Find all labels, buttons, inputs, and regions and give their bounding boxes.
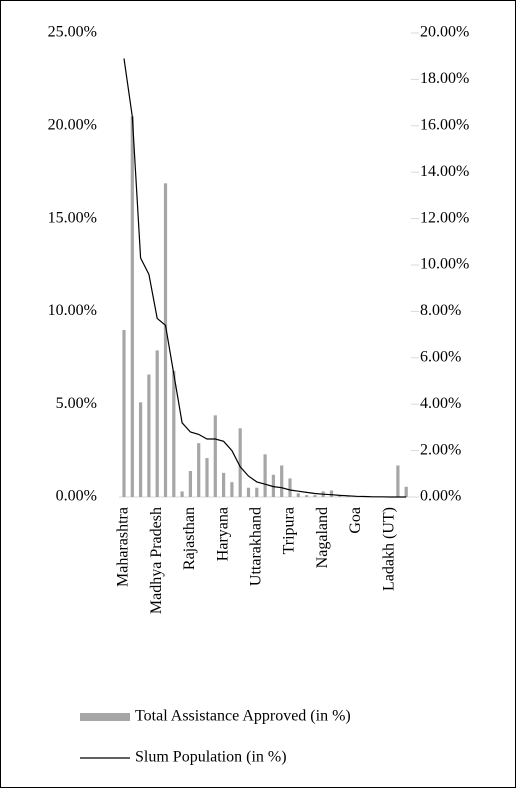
bar (147, 374, 151, 497)
x-tick-label: Goa (347, 507, 364, 534)
bar (213, 415, 217, 497)
bar (305, 495, 309, 497)
line (123, 58, 407, 498)
bar (172, 370, 176, 497)
x-tick-label: Tripura (281, 507, 298, 554)
y2-tick-label: 10.00% (420, 256, 469, 273)
bar (404, 486, 408, 497)
bar (238, 428, 242, 497)
y2-tick-label: 20.00% (420, 24, 469, 41)
bar (139, 402, 143, 497)
bar (255, 487, 259, 497)
x-tick-label: Nagaland (314, 507, 331, 568)
bar (396, 465, 400, 497)
x-tick-label: Maharashtra (115, 507, 132, 587)
y-tick-label: 20.00% (48, 116, 97, 133)
bar (288, 478, 292, 497)
legend-swatch (80, 713, 130, 721)
y-tick-label: 25.00% (48, 24, 97, 41)
legend-label: Slum Population (in %) (135, 749, 287, 766)
bar (329, 490, 334, 497)
bar (263, 454, 267, 497)
bar (180, 491, 184, 497)
bar (155, 350, 159, 497)
bar (246, 487, 251, 497)
y-tick-label: 0.00% (56, 488, 97, 505)
y2-tick-label: 4.00% (420, 395, 461, 412)
bar (230, 482, 234, 497)
y2-tick-label: 8.00% (420, 302, 461, 319)
x-tick-label: Uttarakhand (247, 507, 264, 586)
legend-label: Total Assistance Approved (in %) (135, 708, 351, 725)
bar (296, 493, 300, 497)
y2-tick-label: 0.00% (420, 488, 461, 505)
x-tick-label: Haryana (214, 507, 231, 561)
x-tick-label: Ladakh (UT) (380, 507, 397, 591)
y-tick-label: 15.00% (48, 209, 97, 226)
y2-tick-label: 6.00% (420, 348, 461, 365)
bar (280, 465, 284, 497)
bar (271, 474, 275, 497)
bar (338, 496, 342, 497)
y2-tick-label: 12.00% (420, 209, 469, 226)
bar (122, 329, 126, 497)
x-tick-label: Rajasthan (181, 507, 198, 570)
y2-tick-label: 14.00% (420, 163, 469, 180)
bar (197, 443, 201, 497)
bar (222, 472, 226, 497)
bar (313, 495, 317, 497)
bar (205, 458, 209, 497)
bar (130, 116, 134, 498)
bar (188, 471, 192, 497)
x-tick-label: Madhya Pradesh (148, 507, 165, 614)
y-tick-label: 10.00% (48, 302, 97, 319)
bar (346, 496, 350, 497)
y-tick-label: 5.00% (56, 395, 97, 412)
y2-tick-label: 2.00% (420, 441, 461, 458)
y2-tick-label: 16.00% (420, 116, 469, 133)
bar (163, 183, 168, 497)
y2-tick-label: 18.00% (420, 70, 469, 87)
